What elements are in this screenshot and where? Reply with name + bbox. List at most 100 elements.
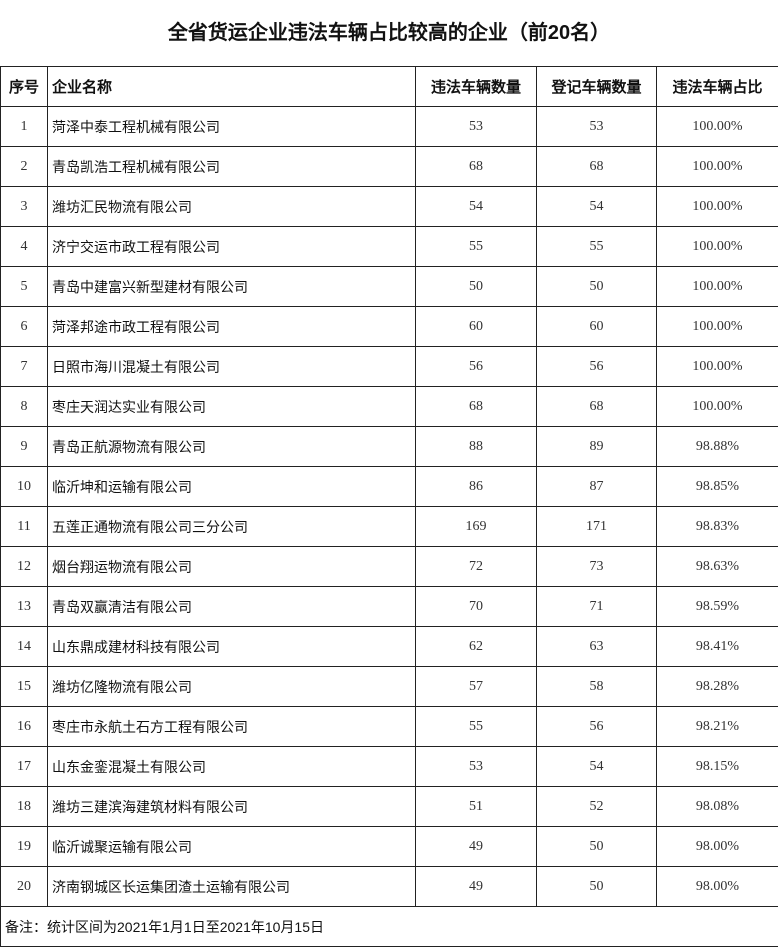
table-row: 12 烟台翔运物流有限公司 72 73 98.63% [0, 546, 778, 587]
table-row: 1 菏泽中泰工程机械有限公司 53 53 100.00% [0, 106, 778, 147]
table-row: 19 临沂诚聚运输有限公司 49 50 98.00% [0, 826, 778, 867]
registered-count: 50 [536, 826, 657, 867]
violation-count: 70 [415, 586, 537, 627]
row-index: 4 [0, 226, 48, 267]
company-name: 山东金銮混凝土有限公司 [47, 746, 416, 787]
table-row: 9 青岛正航源物流有限公司 88 89 98.88% [0, 426, 778, 467]
violation-count: 72 [415, 546, 537, 587]
row-index: 7 [0, 346, 48, 387]
company-name: 五莲正通物流有限公司三分公司 [47, 506, 416, 547]
header-ratio: 违法车辆占比 [656, 66, 778, 107]
company-name: 菏泽邦途市政工程有限公司 [47, 306, 416, 347]
table-row: 8 枣庄天润达实业有限公司 68 68 100.00% [0, 386, 778, 427]
enterprise-table: 序号 企业名称 违法车辆数量 登记车辆数量 违法车辆占比 1 菏泽中泰工程机械有限… [0, 66, 778, 947]
violation-count: 55 [415, 226, 537, 267]
violation-count: 49 [415, 866, 537, 907]
table-row: 16 枣庄市永航土石方工程有限公司 55 56 98.21% [0, 706, 778, 747]
table-row: 10 临沂坤和运输有限公司 86 87 98.85% [0, 466, 778, 507]
table-row: 7 日照市海川混凝土有限公司 56 56 100.00% [0, 346, 778, 387]
registered-count: 71 [536, 586, 657, 627]
row-index: 14 [0, 626, 48, 667]
company-name: 临沂坤和运输有限公司 [47, 466, 416, 507]
company-name: 山东鼎成建材科技有限公司 [47, 626, 416, 667]
violation-count: 55 [415, 706, 537, 747]
row-index: 18 [0, 786, 48, 827]
table-row: 6 菏泽邦途市政工程有限公司 60 60 100.00% [0, 306, 778, 347]
row-index: 11 [0, 506, 48, 547]
violation-count: 54 [415, 186, 537, 227]
company-name: 烟台翔运物流有限公司 [47, 546, 416, 587]
registered-count: 63 [536, 626, 657, 667]
violation-count: 57 [415, 666, 537, 707]
violation-ratio: 100.00% [656, 146, 778, 187]
violation-count: 53 [415, 746, 537, 787]
violation-count: 50 [415, 266, 537, 307]
violation-count: 56 [415, 346, 537, 387]
table-row: 4 济宁交运市政工程有限公司 55 55 100.00% [0, 226, 778, 267]
company-name: 青岛正航源物流有限公司 [47, 426, 416, 467]
registered-count: 68 [536, 146, 657, 187]
company-name: 枣庄天润达实业有限公司 [47, 386, 416, 427]
violation-ratio: 98.83% [656, 506, 778, 547]
violation-count: 53 [415, 106, 537, 147]
registered-count: 54 [536, 746, 657, 787]
table-row: 3 潍坊汇民物流有限公司 54 54 100.00% [0, 186, 778, 227]
violation-count: 169 [415, 506, 537, 547]
violation-count: 68 [415, 386, 537, 427]
table-row: 18 潍坊三建滨海建筑材料有限公司 51 52 98.08% [0, 786, 778, 827]
row-index: 3 [0, 186, 48, 227]
row-index: 16 [0, 706, 48, 747]
header-row: 序号 企业名称 违法车辆数量 登记车辆数量 违法车辆占比 [0, 66, 778, 107]
company-name: 青岛凯浩工程机械有限公司 [47, 146, 416, 187]
row-index: 12 [0, 546, 48, 587]
row-index: 19 [0, 826, 48, 867]
company-name: 临沂诚聚运输有限公司 [47, 826, 416, 867]
header-index: 序号 [0, 66, 48, 107]
registered-count: 55 [536, 226, 657, 267]
company-name: 日照市海川混凝土有限公司 [47, 346, 416, 387]
company-name: 菏泽中泰工程机械有限公司 [47, 106, 416, 147]
company-name: 济南钢城区长运集团渣土运输有限公司 [47, 866, 416, 907]
registered-count: 60 [536, 306, 657, 347]
company-name: 青岛中建富兴新型建材有限公司 [47, 266, 416, 307]
violation-ratio: 98.00% [656, 826, 778, 867]
row-index: 6 [0, 306, 48, 347]
registered-count: 87 [536, 466, 657, 507]
violation-count: 88 [415, 426, 537, 467]
registered-count: 56 [536, 706, 657, 747]
row-index: 17 [0, 746, 48, 787]
registered-count: 53 [536, 106, 657, 147]
table-row: 2 青岛凯浩工程机械有限公司 68 68 100.00% [0, 146, 778, 187]
company-name: 潍坊汇民物流有限公司 [47, 186, 416, 227]
row-index: 13 [0, 586, 48, 627]
registered-count: 171 [536, 506, 657, 547]
company-name: 枣庄市永航土石方工程有限公司 [47, 706, 416, 747]
row-index: 2 [0, 146, 48, 187]
violation-ratio: 98.08% [656, 786, 778, 827]
table-row: 5 青岛中建富兴新型建材有限公司 50 50 100.00% [0, 266, 778, 307]
table-row: 14 山东鼎成建材科技有限公司 62 63 98.41% [0, 626, 778, 667]
note: 备注：统计区间为2021年1月1日至2021年10月15日 [0, 906, 778, 947]
violation-ratio: 100.00% [656, 306, 778, 347]
row-index: 5 [0, 266, 48, 307]
table-row: 15 潍坊亿隆物流有限公司 57 58 98.28% [0, 666, 778, 707]
company-name: 济宁交运市政工程有限公司 [47, 226, 416, 267]
violation-ratio: 98.41% [656, 626, 778, 667]
registered-count: 56 [536, 346, 657, 387]
violation-count: 49 [415, 826, 537, 867]
violation-count: 62 [415, 626, 537, 667]
table-row: 13 青岛双赢清洁有限公司 70 71 98.59% [0, 586, 778, 627]
violation-ratio: 100.00% [656, 186, 778, 227]
company-name: 潍坊亿隆物流有限公司 [47, 666, 416, 707]
row-index: 20 [0, 866, 48, 907]
row-index: 1 [0, 106, 48, 147]
violation-ratio: 100.00% [656, 386, 778, 427]
header-violations: 违法车辆数量 [415, 66, 537, 107]
violation-count: 51 [415, 786, 537, 827]
table-row: 17 山东金銮混凝土有限公司 53 54 98.15% [0, 746, 778, 787]
row-index: 9 [0, 426, 48, 467]
violation-ratio: 98.85% [656, 466, 778, 507]
company-name: 潍坊三建滨海建筑材料有限公司 [47, 786, 416, 827]
violation-ratio: 98.88% [656, 426, 778, 467]
table-row: 20 济南钢城区长运集团渣土运输有限公司 49 50 98.00% [0, 866, 778, 907]
